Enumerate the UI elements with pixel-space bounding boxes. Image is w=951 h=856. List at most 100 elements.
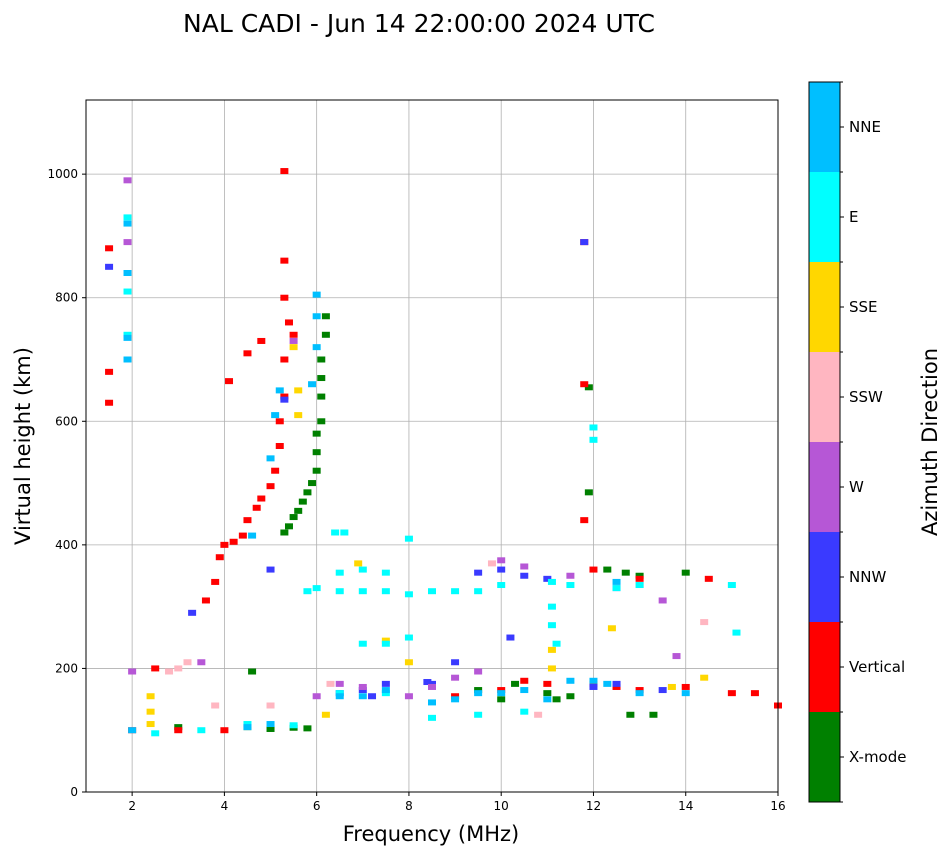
data-point: [197, 659, 206, 666]
y-tick-label: 1000: [47, 167, 78, 181]
data-point: [404, 634, 413, 641]
data-point: [589, 683, 598, 690]
data-point: [404, 659, 413, 666]
data-point: [215, 554, 224, 561]
data-point: [589, 436, 598, 443]
data-point: [321, 711, 330, 718]
data-point: [474, 690, 483, 697]
data-point: [123, 214, 132, 221]
data-point: [589, 424, 598, 431]
data-point: [626, 711, 635, 718]
data-point: [266, 483, 275, 490]
data-point: [257, 337, 266, 344]
y-tick-label: 400: [55, 538, 78, 552]
data-point: [612, 585, 621, 592]
data-point: [381, 640, 390, 647]
data-point: [280, 168, 289, 175]
data-point: [520, 677, 529, 684]
data-point: [423, 679, 432, 686]
data-point: [428, 683, 436, 690]
data-point: [566, 693, 575, 700]
series-nne: [123, 220, 690, 734]
data-point: [474, 668, 483, 675]
data-point: [428, 714, 436, 721]
data-point: [123, 356, 132, 363]
plot-frame: [85, 99, 779, 793]
series-w: [123, 177, 681, 700]
data-point: [123, 220, 132, 227]
data-point: [284, 319, 293, 326]
data-point: [243, 350, 252, 357]
data-point: [128, 727, 137, 734]
data-point: [358, 683, 367, 690]
data-point: [358, 566, 367, 573]
colorbar-segment: [809, 622, 840, 712]
y-tick-label: 600: [55, 414, 78, 428]
data-point: [294, 387, 303, 394]
data-point: [280, 396, 289, 403]
data-point: [667, 683, 676, 690]
data-point: [174, 724, 183, 731]
data-point: [451, 693, 460, 700]
data-point: [128, 668, 137, 675]
data-point: [681, 683, 690, 690]
data-point: [326, 680, 335, 687]
data-point: [229, 538, 238, 545]
colorbar-segment: [809, 82, 840, 172]
data-point: [497, 687, 506, 694]
data-point: [635, 572, 644, 579]
data-point: [312, 313, 321, 320]
data-point: [621, 569, 630, 576]
data-point: [243, 724, 252, 731]
chart-title: NAL CADI - Jun 14 22:00:00 2024 UTC: [183, 9, 655, 38]
data-point: [451, 659, 460, 666]
data-point: [303, 588, 312, 595]
y-axis-ticks: 0 200 400 600 800 1000: [47, 167, 86, 799]
data-point: [280, 257, 289, 264]
y-tick-label: 0: [70, 785, 78, 799]
x-axis-ticks: 2 4 6 8 10 12 14 16: [128, 792, 786, 813]
data-point: [381, 637, 390, 644]
data-point: [381, 588, 390, 595]
x-tick-label: 10: [494, 799, 509, 813]
data-point: [197, 727, 206, 734]
colorbar-tick-label: E: [849, 208, 858, 226]
data-point: [321, 313, 330, 320]
data-point: [607, 625, 616, 632]
data-point: [506, 634, 515, 641]
data-point: [289, 337, 298, 344]
data-point: [165, 668, 174, 675]
data-point: [381, 687, 390, 694]
y-tick-label: 200: [55, 661, 78, 675]
data-point: [252, 504, 261, 511]
data-point: [547, 622, 556, 629]
data-point: [520, 563, 529, 570]
data-point: [266, 721, 275, 728]
data-point: [280, 393, 289, 400]
data-point: [552, 696, 561, 703]
data-point: [317, 375, 326, 382]
data-point: [335, 680, 344, 687]
data-point: [298, 498, 307, 505]
data-point: [280, 294, 289, 301]
data-point: [174, 727, 183, 734]
data-point: [123, 177, 132, 184]
x-tick-label: 8: [405, 799, 413, 813]
colorbar-tick-label: SSE: [849, 298, 878, 316]
data-point: [474, 687, 483, 694]
plot-area: 2 4 6 8 10 12 14 16 0 200 400 600 800 1000: [47, 99, 786, 813]
data-point: [727, 582, 736, 589]
data-point: [312, 693, 321, 700]
data-point: [271, 412, 280, 419]
x-tick-label: 4: [221, 799, 229, 813]
data-point: [589, 680, 598, 687]
data-point: [368, 693, 377, 700]
data-point: [474, 588, 483, 595]
data-point: [294, 412, 303, 419]
data-point: [271, 467, 280, 474]
data-point: [331, 529, 340, 536]
data-point: [303, 725, 312, 732]
data-point: [635, 690, 644, 697]
data-point: [543, 696, 552, 703]
data-point: [603, 680, 612, 687]
